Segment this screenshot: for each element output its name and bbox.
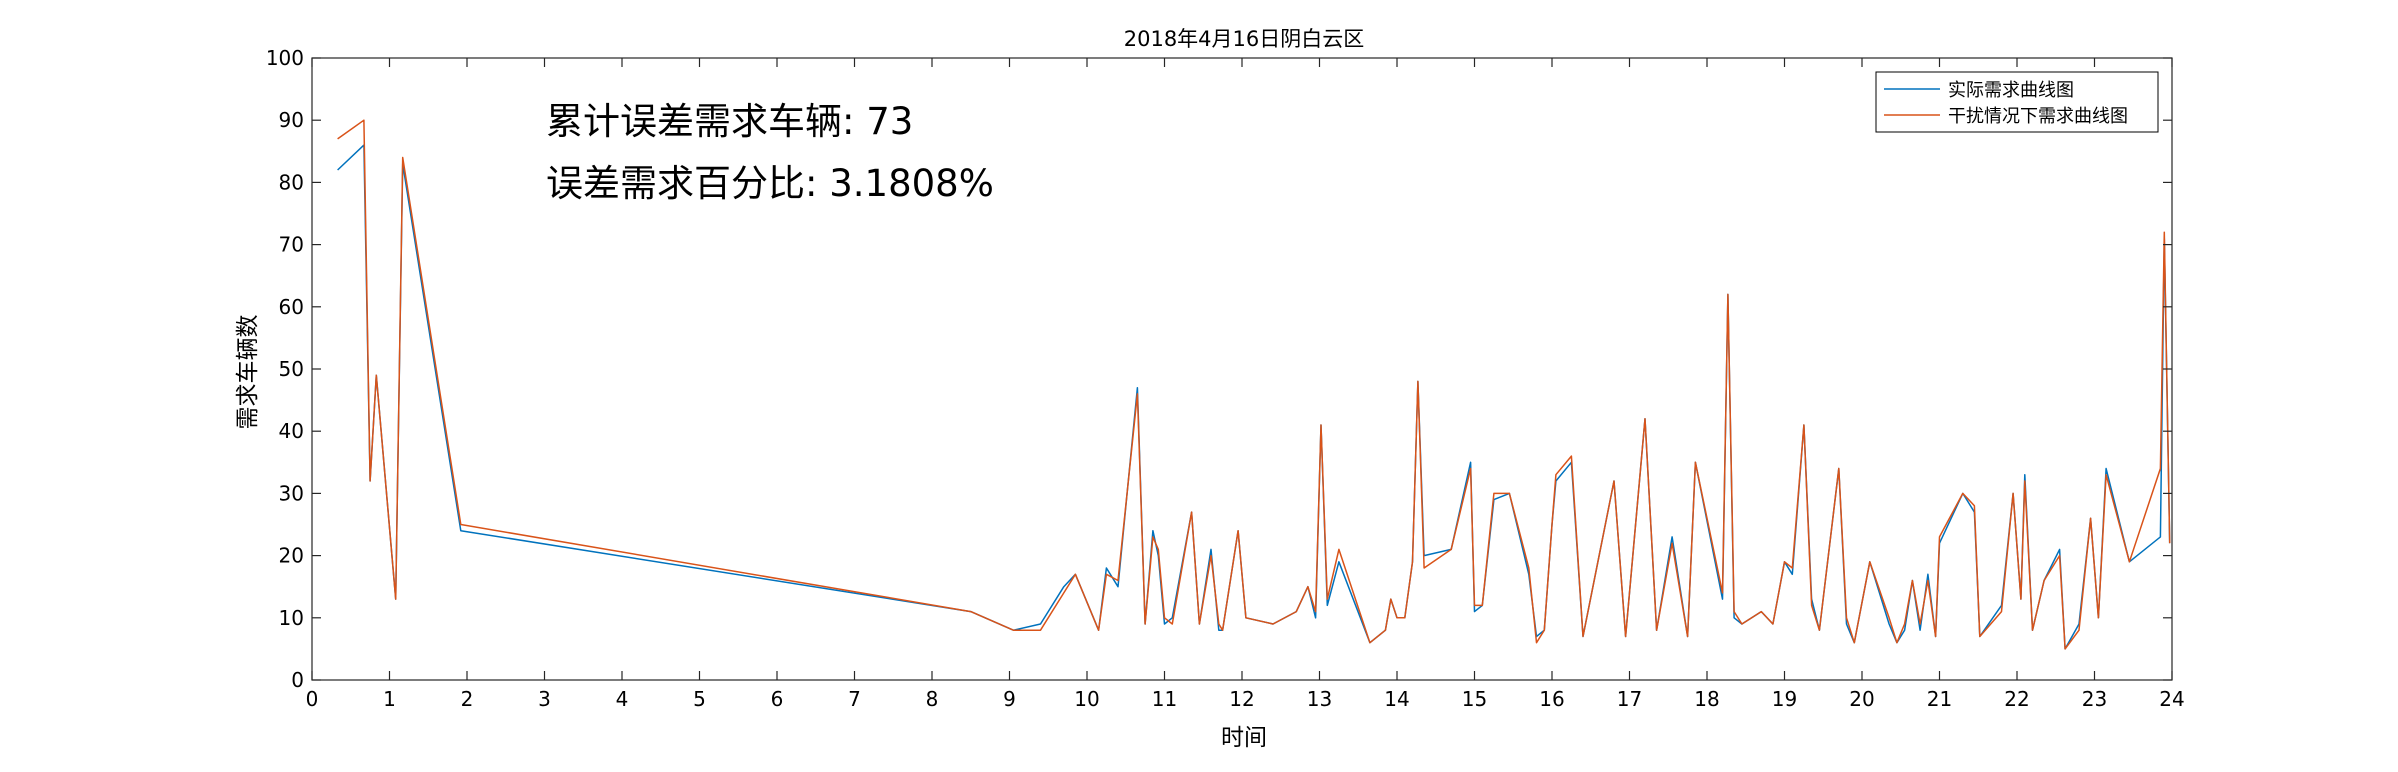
x-tick-label: 0 [306,687,319,711]
x-tick-label: 22 [2004,687,2029,711]
annotation-total-error: 累计误差需求车辆: 73 [546,100,913,143]
x-tick-label: 10 [1074,687,1099,711]
x-tick-label: 20 [1849,687,1874,711]
x-axis-label: 时间 [1221,725,1267,751]
y-tick-label: 20 [279,544,304,568]
x-tick-label: 6 [771,687,784,711]
y-tick-label: 50 [279,357,304,381]
legend-box [1875,71,2159,133]
x-tick-label: 1 [383,687,396,711]
legend-label-actual: 实际需求曲线图 [1948,80,2074,101]
y-tick-label: 40 [279,419,304,443]
x-tick-label: 24 [2159,687,2184,711]
series-line-1 [337,119,2171,650]
y-tick-label: 10 [279,606,304,630]
plot-area [312,58,2172,680]
y-tick-label: 80 [279,170,304,194]
y-tick-label: 60 [279,295,304,319]
x-tick-label: 7 [848,687,861,711]
x-tick-label: 14 [1384,687,1409,711]
series-layer [337,119,2171,650]
x-tick-label: 11 [1152,687,1177,711]
x-tick-label: 5 [693,687,706,711]
x-tick-label: 9 [1003,687,1016,711]
annotation-error-percent: 误差需求百分比: 3.1808% [546,162,994,205]
x-tick-label: 21 [1927,687,1952,711]
axes-layer: 0 1 2 3 4 5 6 7 8 9 10 11 12 13 14 15 16 17 18 19 20 21 22 23 24… [266,46,2185,711]
y-tick-label: 100 [266,46,304,70]
x-tick-label: 2 [461,687,474,711]
y-tick-label: 70 [279,233,304,257]
plot-background [312,58,2172,680]
x-tick-label: 13 [1307,687,1332,711]
y-tick-label: 0 [291,668,304,692]
x-tick-label: 15 [1462,687,1487,711]
x-tick-label: 18 [1694,687,1719,711]
x-tick-label: 16 [1539,687,1564,711]
y-tick-label: 30 [279,481,304,505]
chart-title: 2018年4月16日阴白云区 [1124,27,1365,51]
x-tick-label: 3 [538,687,551,711]
x-tick-label: 8 [926,687,939,711]
y-tick-label: 90 [279,108,304,132]
x-tick-label: 19 [1772,687,1797,711]
legend-label-disturbed: 干扰情况下需求曲线图 [1948,106,2128,127]
x-tick-label: 12 [1229,687,1254,711]
x-tick-label: 17 [1617,687,1642,711]
x-tick-label: 4 [616,687,629,711]
y-axis-label: 需求车辆数 [235,315,261,430]
legend: 实际需求曲线图 干扰情况下需求曲线图 [1875,71,2159,133]
x-tick-label: 23 [2082,687,2107,711]
